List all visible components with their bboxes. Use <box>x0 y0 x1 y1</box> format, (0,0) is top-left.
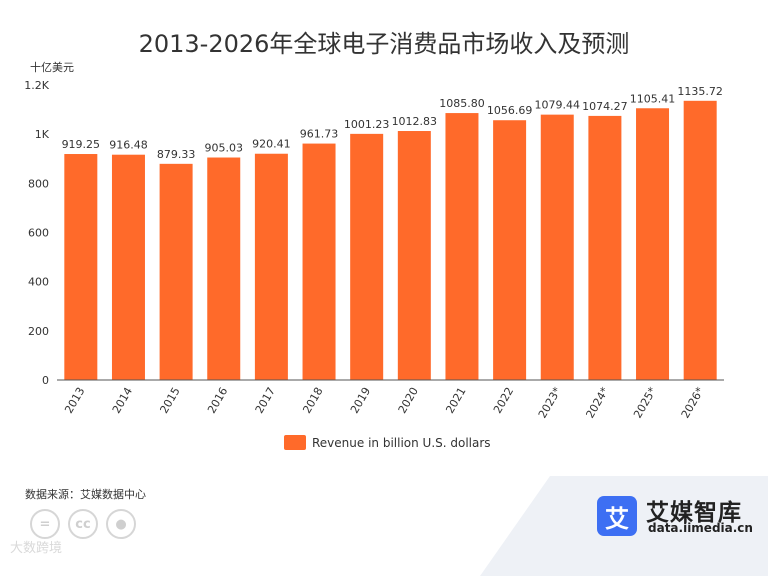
legend-label: Revenue in billion U.S. dollars <box>312 435 491 450</box>
y-tick-label: 600 <box>28 227 49 240</box>
attribution-person-icon: ● <box>106 509 136 539</box>
x-tick-label: 2017 <box>253 385 278 416</box>
bar-chart: 0 200 400 600 800 1K 1.2K 919.25 2013 916.48 2014 8… <box>24 79 724 421</box>
x-tick-label: 2020 <box>396 385 421 416</box>
license-icons: = cc ● <box>30 509 136 539</box>
bar <box>493 120 527 380</box>
bar <box>254 153 288 380</box>
bar-value-label: 920.41 <box>252 138 291 151</box>
bar-value-label: 1056.69 <box>487 104 533 117</box>
chart-legend[interactable]: Revenue in billion U.S. dollars <box>284 435 491 450</box>
x-tick-label: 2022 <box>491 385 516 416</box>
legend-swatch <box>284 435 306 450</box>
y-tick-label: 1.2K <box>24 79 49 92</box>
x-tick-label: 2025* <box>631 385 659 421</box>
watermark-text: 大数跨境 <box>10 541 63 556</box>
bar <box>445 113 479 381</box>
y-axis-unit-label: 十亿美元 <box>30 61 74 74</box>
bar-value-label: 905.03 <box>205 142 244 155</box>
brand-name: 艾媒智库 <box>646 500 742 526</box>
bar-value-label: 1079.44 <box>535 99 581 112</box>
y-tick-label: 800 <box>28 177 49 190</box>
y-tick-label: 0 <box>42 374 49 387</box>
bar-value-label: 916.48 <box>109 139 148 152</box>
x-tick-label: 2013 <box>62 385 87 416</box>
bar-value-label: 1085.80 <box>439 97 485 110</box>
bar-value-label: 961.73 <box>300 128 339 141</box>
bar <box>159 163 193 380</box>
bar-value-label: 1105.41 <box>630 92 676 105</box>
bar <box>64 154 98 380</box>
bar-value-label: 1001.23 <box>344 118 390 131</box>
bar-value-label: 1135.72 <box>677 85 723 98</box>
x-tick-label: 2024* <box>583 385 611 421</box>
bar <box>302 143 336 380</box>
chart-title: 2013-2026年全球电子消费品市场收入及预测 <box>138 30 630 58</box>
bar <box>207 157 241 380</box>
bar <box>397 131 431 380</box>
y-tick-label: 200 <box>28 325 49 338</box>
x-tick-label: 2015 <box>157 385 182 416</box>
bar <box>683 100 717 380</box>
y-tick-label: 400 <box>28 276 49 289</box>
x-tick-label: 2019 <box>348 385 373 416</box>
cc-license-icon: cc <box>68 509 98 539</box>
bar <box>636 108 670 381</box>
bar <box>350 133 384 380</box>
data-source: 数据来源：艾媒数据中心 <box>25 488 146 501</box>
x-tick-label: 2014 <box>110 385 135 416</box>
bar-value-label: 1012.83 <box>392 115 438 128</box>
bar-value-label: 879.33 <box>157 148 196 161</box>
equals-icon: = <box>30 509 60 539</box>
x-tick-label: 2016 <box>205 385 230 416</box>
brand-logo-icon: 艾 <box>597 496 637 536</box>
x-tick-label: 2021 <box>443 385 468 416</box>
x-tick-label: 2018 <box>300 385 325 416</box>
bar-value-label: 1074.27 <box>582 100 628 113</box>
brand-url: data.iimedia.cn <box>648 521 753 535</box>
x-tick-label: 2023* <box>536 385 564 421</box>
bar <box>111 154 145 380</box>
y-tick-label: 1K <box>35 128 50 141</box>
bar <box>588 115 622 380</box>
x-tick-label: 2026* <box>679 385 707 421</box>
bar <box>540 114 574 380</box>
bar-value-label: 919.25 <box>62 138 101 151</box>
